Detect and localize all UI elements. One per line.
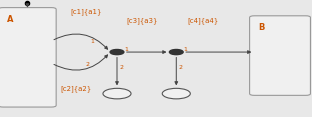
Text: 2: 2: [178, 65, 182, 70]
FancyBboxPatch shape: [250, 16, 310, 95]
Circle shape: [110, 49, 124, 55]
Text: [c2]{a2}: [c2]{a2}: [61, 86, 92, 92]
Text: [c1]{a1}: [c1]{a1}: [70, 8, 102, 15]
Text: A: A: [7, 15, 13, 24]
Circle shape: [103, 88, 131, 99]
Text: 1: 1: [184, 47, 188, 52]
Text: [c3]{a3}: [c3]{a3}: [126, 18, 158, 24]
Circle shape: [169, 49, 183, 55]
Text: 2: 2: [119, 65, 123, 70]
Text: B: B: [258, 23, 264, 32]
Text: [c4]{a4}: [c4]{a4}: [187, 18, 218, 24]
Circle shape: [162, 88, 190, 99]
Text: 1: 1: [124, 47, 128, 52]
FancyBboxPatch shape: [0, 8, 56, 107]
Text: 2: 2: [85, 62, 89, 67]
Text: 1: 1: [90, 39, 94, 44]
